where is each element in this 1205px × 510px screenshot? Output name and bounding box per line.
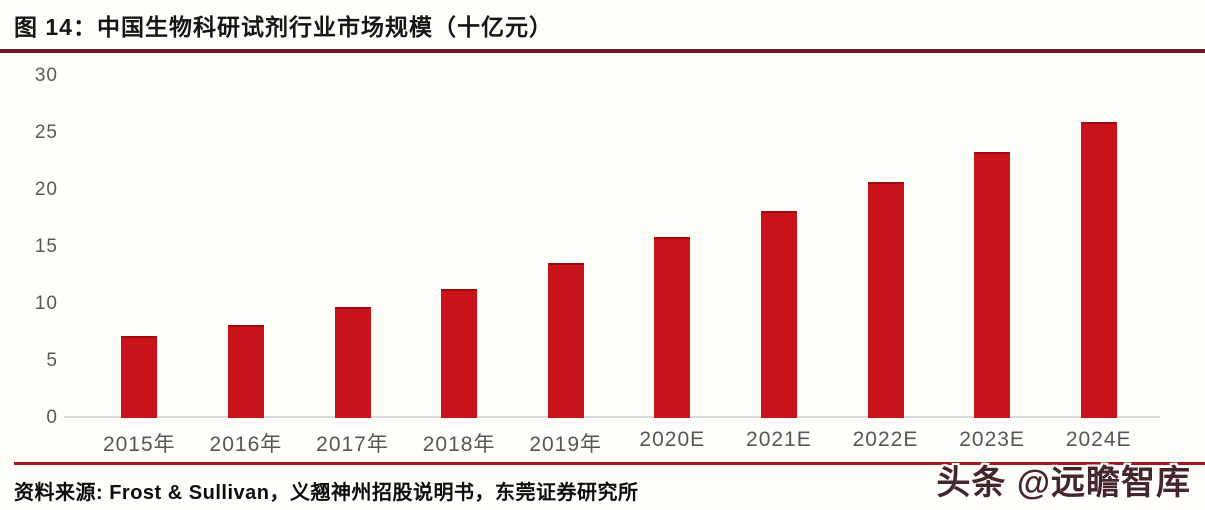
y-axis-tick-label: 30 [34, 65, 58, 86]
y-axis-tick-label: 5 [46, 350, 58, 371]
footer-divider [14, 462, 1205, 465]
plot-area [86, 76, 1152, 418]
y-axis-tick-label: 15 [34, 236, 58, 257]
x-axis-label: 2016年 [209, 433, 283, 456]
y-axis-tick-label: 0 [46, 407, 58, 428]
title-divider [0, 49, 1205, 53]
x-axis-label: 2022E [852, 428, 919, 451]
bar-2020E [654, 236, 691, 418]
x-axis-label: 2020E [639, 428, 706, 451]
x-axis-label: 2024E [1065, 428, 1132, 451]
y-axis-tick-label: 10 [34, 293, 58, 314]
x-axis-label: 2023E [959, 428, 1025, 451]
x-axis-label: 2015年 [102, 433, 176, 456]
x-axis-label: 2021E [746, 428, 812, 451]
y-axis-tick-label: 25 [34, 122, 58, 143]
bar-2024E [1080, 121, 1117, 418]
chart-title: 图 14：中国生物科研试剂行业市场规模（十亿元） [14, 14, 553, 40]
bar-2015年 [121, 335, 158, 418]
bar-2018年 [441, 289, 478, 418]
bar-2022E [867, 182, 904, 418]
x-axis-label: 2018年 [422, 433, 496, 456]
source-note: 资料来源: Frost & Sullivan，义翘神州招股说明书，东莞证券研究所 [14, 482, 639, 504]
y-axis-tick-label: 20 [34, 179, 58, 200]
x-axis-label: 2019年 [529, 433, 603, 456]
bar-2023E [974, 152, 1011, 418]
watermark: 头条 @远瞻智库 [936, 464, 1191, 502]
bar-2017年 [334, 307, 371, 418]
x-axis-label: 2017年 [316, 433, 389, 456]
bar-2016年 [227, 324, 264, 418]
x-axis-line [64, 416, 1160, 418]
bar-2019年 [547, 262, 584, 418]
bar-2021E [760, 210, 797, 418]
